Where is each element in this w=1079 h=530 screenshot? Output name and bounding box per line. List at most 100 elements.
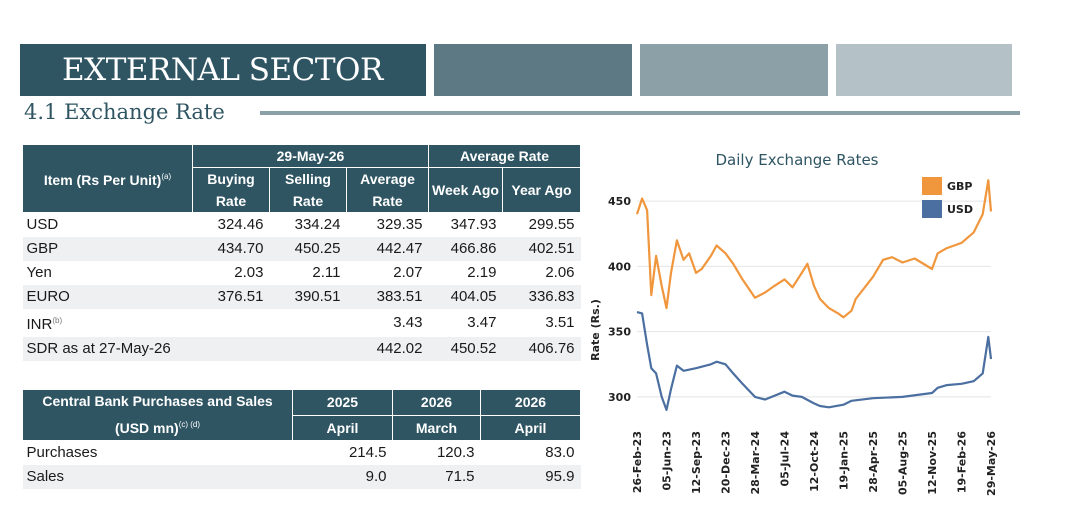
cb-value: 71.5	[392, 465, 481, 489]
rates-row: USD 324.46 334.24 329.35 347.93 299.55	[23, 213, 581, 238]
rates-row: GBP 434.70 450.25 442.47 466.86 402.51	[22, 237, 581, 261]
legend-label: GBP	[947, 180, 972, 193]
item-header: Item (Rs Per Unit)(a)	[22, 144, 193, 213]
x-axis-ticks: 26-Feb-23 05-Jun-23 12-Sep-23 20-Dec-23 28-M…	[631, 431, 998, 496]
date-header: 29-May-26	[192, 144, 429, 168]
rates-row-label: EURO	[22, 285, 193, 309]
rates-row-label: USD	[23, 213, 193, 238]
rates-row: EURO 376.51 390.51 383.51 404.05 336.83	[22, 285, 581, 309]
currency-label: USD	[26, 216, 59, 233]
cb-header-note: (c) (d)	[178, 420, 201, 429]
rate-value-selling	[269, 337, 347, 361]
x-tick-label: 12-Oct-24	[808, 431, 821, 492]
rates-col-header: Buying Rate	[192, 167, 270, 213]
rate-value-week: 2.19	[467, 264, 497, 281]
subtitle-divider	[260, 111, 1020, 115]
rate-value-buying: 2.03	[234, 264, 264, 281]
rate-value-week: 404.05	[428, 285, 503, 309]
section-title: EXTERNAL SECTOR	[62, 52, 383, 88]
cb-col-month: April	[480, 414, 581, 441]
rates-row-label: INR(b)	[23, 309, 193, 337]
cb-col-year: 2026	[480, 389, 581, 416]
currency-label: SDR as at 27-May-26	[26, 340, 171, 357]
rates-row: SDR as at 27-May-26 442.02 450.52 406.76	[22, 337, 581, 361]
chart-legend: GBP USD	[922, 177, 973, 218]
chart-title: Daily Exchange Rates	[716, 151, 879, 169]
y-axis-ticks: 300 350 400 450	[608, 195, 631, 404]
rates-col-header: Average Rate	[346, 167, 429, 213]
rates-row-label: SDR as at 27-May-26	[22, 337, 193, 361]
exchange-rates-table: Item (Rs Per Unit)(a) 29-May-26 Average …	[22, 144, 582, 361]
y-tick-label: 300	[608, 391, 631, 404]
cb-header: Central Bank Purchases and Sales (USD mn…	[22, 389, 293, 441]
cb-header-line2: (USD mn)	[114, 420, 179, 436]
cb-value: 214.5	[348, 444, 387, 461]
rate-value-week: 450.52	[428, 337, 503, 361]
cb-col-year: 2025	[292, 389, 393, 416]
rate-value-average: 3.43	[393, 314, 423, 331]
x-tick-label: 20-Dec-23	[720, 431, 733, 494]
rates-row-label: GBP	[22, 237, 193, 261]
rates-col-header: Selling Rate	[269, 167, 347, 213]
banner-block-4	[836, 44, 1012, 96]
daily-exchange-rate-chart: Daily Exchange Rates 300 350 400 450 Rate (…	[589, 151, 998, 496]
currency-label: Yen	[26, 264, 52, 281]
x-tick-label: 26-Feb-23	[631, 431, 644, 493]
rate-value-selling: 334.24	[294, 216, 341, 233]
rate-value-average: 442.02	[346, 337, 429, 361]
central-bank-table: Central Bank Purchases and Sales (USD mn…	[22, 389, 581, 489]
rate-value-year: 402.51	[502, 237, 581, 261]
currency-label: GBP	[26, 240, 59, 257]
rates-row: INR(b) 3.43 3.47 3.51	[23, 309, 581, 337]
rate-value-week: 347.93	[450, 216, 497, 233]
rate-value-average: 383.51	[346, 285, 429, 309]
rate-value-week: 466.86	[428, 237, 503, 261]
y-tick-label: 450	[608, 195, 631, 208]
cb-row-label: Sales	[22, 465, 293, 489]
rate-value-buying: 434.70	[192, 237, 270, 261]
section-banner: EXTERNAL SECTOR	[20, 44, 426, 96]
rates-col-header: Week Ago	[428, 167, 503, 213]
cb-row-label: Purchases	[26, 444, 98, 461]
rates-row-label: Yen	[23, 261, 193, 285]
series-line-gbp	[635, 179, 993, 319]
rate-value-average: 442.47	[346, 237, 429, 261]
grid-lines	[637, 200, 991, 398]
currency-label: INR	[26, 316, 53, 333]
average-rate-header: Average Rate	[427, 144, 582, 168]
y-axis-label: Rate (Rs.)	[589, 299, 602, 361]
rate-value-selling: 450.25	[269, 237, 347, 261]
rate-value-average: 329.35	[376, 216, 423, 233]
rate-value-buying	[193, 309, 270, 337]
cb-value: 9.0	[292, 465, 393, 489]
rate-value-year: 336.83	[502, 285, 581, 309]
y-tick-label: 350	[608, 326, 631, 339]
x-tick-label: 19-Jan-25	[838, 431, 851, 490]
cb-col-month: March	[392, 414, 481, 441]
rates-row: Yen 2.03 2.11 2.07 2.19 2.06	[23, 261, 581, 285]
x-tick-label: 05-Aug-25	[897, 431, 910, 495]
series-lines	[635, 179, 993, 411]
item-header-label: Item (Rs Per Unit)	[43, 172, 162, 188]
x-tick-label: 29-May-26	[985, 431, 998, 496]
rate-value-buying	[192, 337, 270, 361]
item-header-note: (a)	[161, 172, 172, 181]
cb-row: Purchases 214.5 120.3 83.0	[23, 441, 581, 466]
subsection-title: 4.1 Exchange Rate	[24, 100, 225, 124]
series-line-usd	[636, 311, 993, 411]
x-tick-label: 28-Apr-25	[867, 431, 880, 493]
y-tick-label: 400	[608, 260, 631, 273]
rate-value-selling	[270, 309, 347, 337]
rate-value-year: 3.51	[545, 314, 575, 331]
cb-col-month: April	[292, 414, 393, 441]
x-tick-label: 12-Sep-23	[690, 431, 703, 494]
rate-value-week: 3.47	[467, 314, 497, 331]
rate-value-average: 2.07	[393, 264, 423, 281]
cb-value: 83.0	[545, 444, 575, 461]
rate-value-year: 2.06	[545, 264, 575, 281]
rate-value-year: 406.76	[502, 337, 581, 361]
x-tick-label: 12-Nov-25	[926, 431, 939, 495]
rate-value-buying: 324.46	[217, 216, 264, 233]
rate-value-year: 299.55	[528, 216, 575, 233]
cb-value: 95.9	[480, 465, 581, 489]
